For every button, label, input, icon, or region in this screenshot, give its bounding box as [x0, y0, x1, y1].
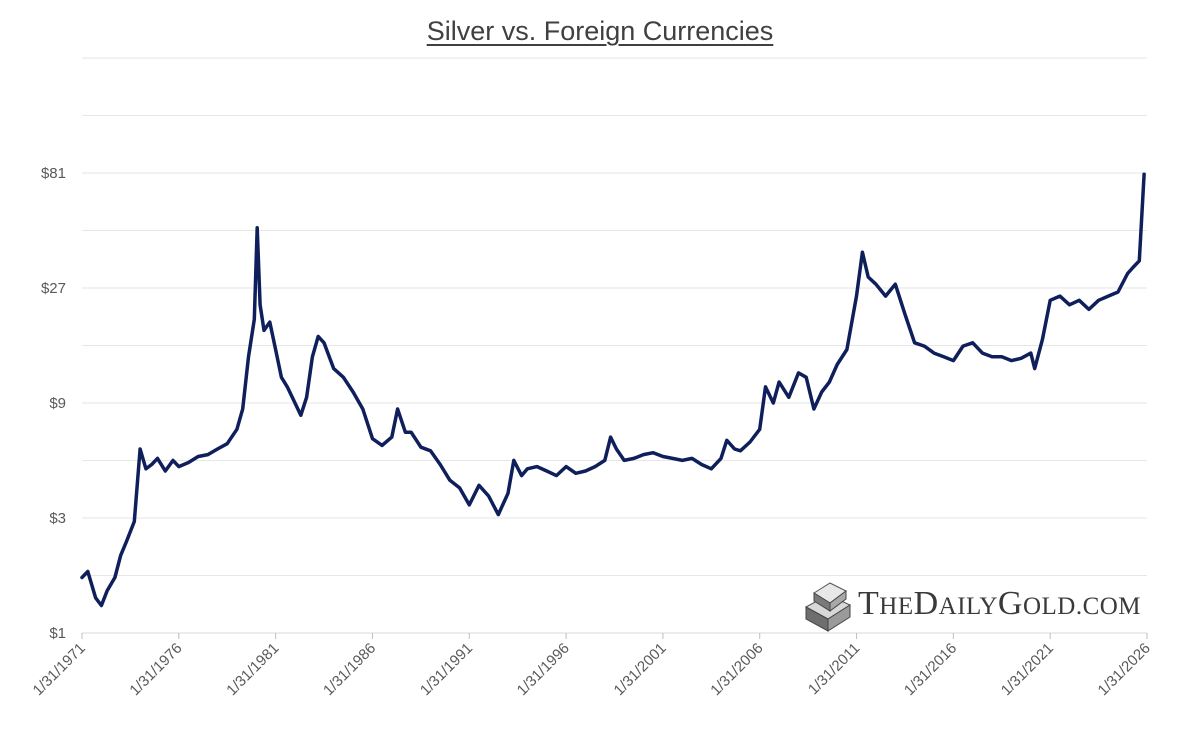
series-line-silver: [80, 172, 1146, 608]
brand-name: THEDAILYGOLD.COM: [858, 585, 1142, 622]
y-tick-label: $1: [49, 625, 66, 642]
brand-logo: THEDAILYGOLD.COM: [800, 573, 1190, 635]
x-tick-label: 1/31/2001: [611, 640, 670, 699]
y-tick-label: $3: [49, 510, 66, 527]
y-axis: $1 $3 $9 $27 $81: [41, 165, 66, 642]
gold-bar-icon: [804, 582, 852, 632]
x-axis: 1/31/1971 1/31/1976 1/31/1981 1/31/1986 1/31…: [30, 633, 1154, 699]
gridlines: [82, 57, 1147, 576]
x-tick-label: 1/31/2016: [901, 640, 960, 699]
x-tick-label: 1/31/1991: [417, 640, 476, 699]
x-tick-label: 1/31/1986: [320, 640, 379, 699]
x-tick-label: 1/31/2006: [707, 640, 766, 699]
x-tick-label: 1/31/2021: [998, 640, 1057, 699]
x-tick-label: 1/31/2011: [805, 640, 863, 698]
x-tick-label: 1/31/1976: [126, 640, 185, 699]
x-tick-label: 1/31/1971: [30, 640, 89, 699]
y-tick-label: $81: [41, 165, 66, 182]
x-tick-label: 1/31/1981: [223, 640, 282, 699]
y-tick-label: $27: [41, 280, 66, 297]
x-tick-label: 1/31/2026: [1095, 640, 1154, 699]
x-tick-label: 1/31/1996: [514, 640, 573, 699]
chart-title: Silver vs. Foreign Currencies: [426, 16, 774, 46]
y-tick-label: $9: [49, 395, 66, 412]
